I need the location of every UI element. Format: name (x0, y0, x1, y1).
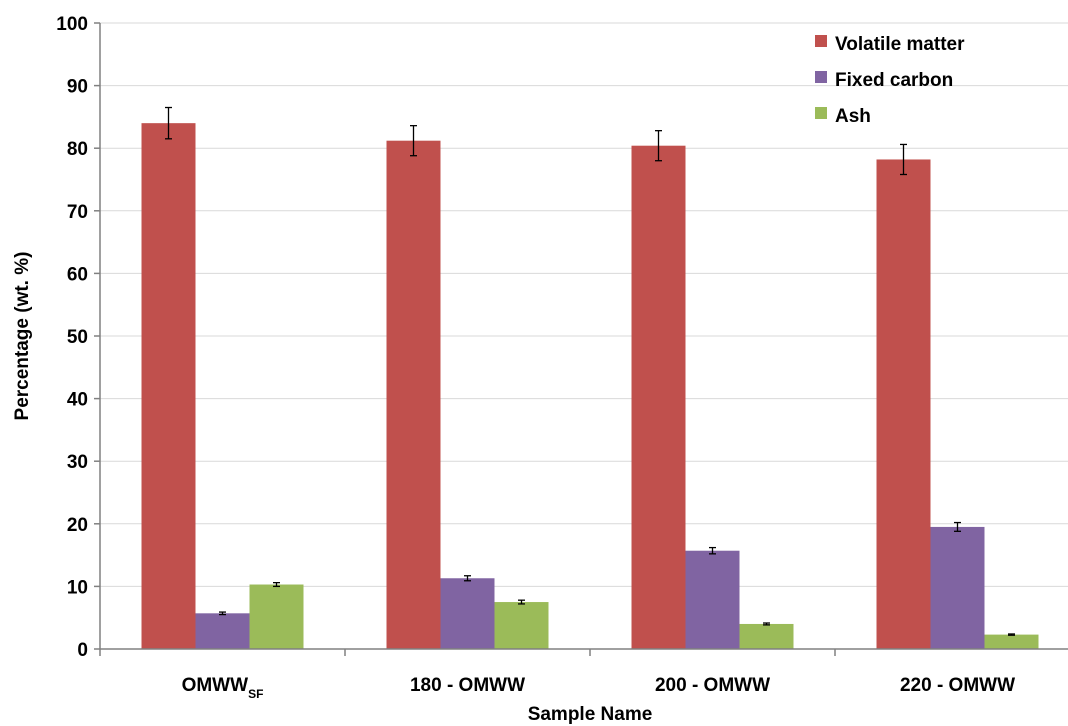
x-tick-label: 180 - OMWW (410, 675, 525, 696)
x-tick-label: 200 - OMWW (655, 675, 770, 696)
y-tick-label: 0 (77, 640, 88, 661)
x-axis-title: Sample Name (528, 704, 653, 725)
bar (739, 623, 794, 649)
y-tick-label: 50 (67, 327, 88, 348)
legend-label: Ash (835, 106, 871, 127)
legend-swatch (815, 107, 827, 119)
y-tick-label: 10 (67, 577, 88, 598)
y-tick-label: 70 (67, 202, 88, 223)
bar (249, 584, 304, 649)
legend: Volatile matter Fixed carbon Ash (815, 34, 965, 127)
y-tick-label: 60 (67, 264, 88, 285)
bar (386, 140, 441, 650)
y-tick-label: 100 (56, 14, 88, 35)
bar (631, 145, 686, 650)
legend-swatch (815, 35, 827, 47)
y-tick-label: 40 (67, 390, 88, 411)
bar (494, 602, 549, 649)
bar (930, 526, 985, 649)
y-tick-label: 30 (67, 452, 88, 473)
bar (440, 578, 495, 649)
bar (195, 613, 250, 649)
bars (141, 106, 1039, 650)
y-tick-label: 90 (67, 77, 88, 98)
legend-label: Volatile matter (835, 34, 965, 55)
y-axis-title: Percentage (wt. %) (12, 252, 33, 421)
legend-swatch (815, 71, 827, 83)
x-tick-label: 220 - OMWW (900, 675, 1015, 696)
y-tick-label: 80 (67, 139, 88, 160)
gridlines (100, 22, 1068, 587)
bar (984, 634, 1039, 649)
legend-label: Fixed carbon (835, 70, 953, 91)
bar (141, 123, 196, 649)
x-tick-label: OMWWSF (182, 675, 264, 701)
y-tick-label: 20 (67, 515, 88, 536)
bar (876, 159, 931, 649)
tick-labels: 0 10 20 30 40 50 60 70 80 90 100 OMWWSF 180 - OMWW 20… (56, 14, 1015, 701)
bar (685, 550, 740, 649)
